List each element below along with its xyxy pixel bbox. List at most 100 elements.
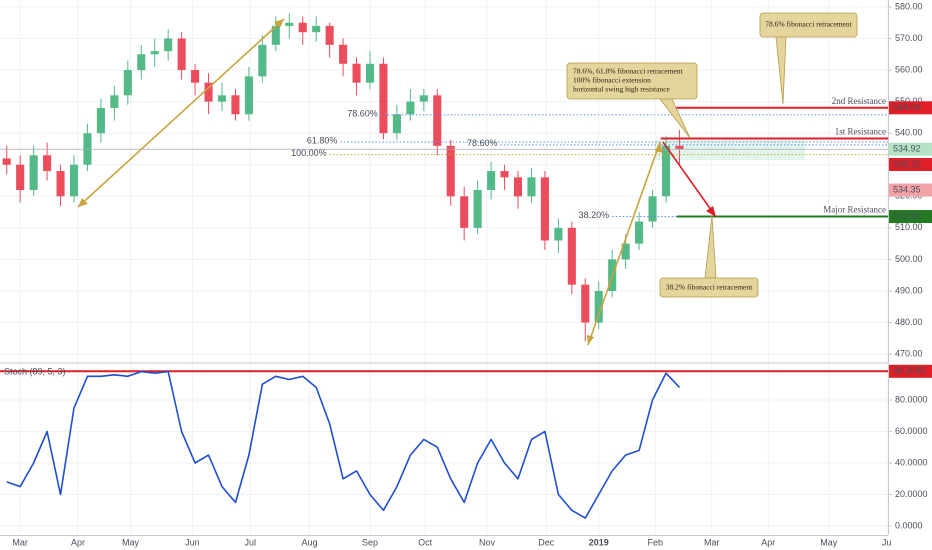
candle-body: [16, 164, 25, 190]
candle-body: [271, 25, 280, 45]
candle-body: [635, 221, 644, 244]
candle-body: [513, 177, 523, 197]
y-tick-label: 0.0000: [895, 520, 923, 530]
candle-body: [554, 227, 563, 241]
candle-body: [540, 177, 549, 241]
x-tick-label: 2019: [589, 537, 609, 547]
candle-body: [298, 22, 307, 33]
arrow: [587, 141, 661, 346]
x-tick-label: May: [122, 537, 140, 547]
price-tag-label: 513.59: [893, 211, 921, 221]
candle-body: [406, 101, 415, 115]
tags: 534.92 548.04 538.32 513.59 534.35 98.2005: [889, 101, 932, 378]
y-tick-label: 580.00: [895, 1, 923, 11]
candle-body: [567, 227, 576, 285]
price-tag-label: 538.32: [893, 159, 921, 169]
x-tick-label: Jun: [185, 537, 200, 547]
y-tick-label: 570.00: [895, 33, 923, 43]
price-tag: [889, 101, 932, 115]
candle-body: [433, 95, 442, 146]
candle-body: [446, 145, 455, 197]
callout-box: [759, 12, 858, 38]
x-tick-label: Ju: [882, 537, 892, 547]
callout-text: horizontal swing high resistance: [573, 85, 671, 94]
y-tick-label: 80.0000: [895, 394, 928, 404]
candle-body: [460, 196, 469, 228]
candle-body: [581, 284, 590, 323]
level-label: 100.00%: [291, 148, 327, 158]
level-label: 78.60%: [467, 138, 498, 148]
candle-body: [325, 25, 334, 45]
callout-text: 38.2% fibonacci retracement: [666, 283, 753, 292]
x-tick-label: Dec: [538, 537, 555, 547]
y-tick-label: 480.00: [895, 317, 923, 327]
y-tick-label: 490.00: [895, 285, 923, 295]
candle-body: [527, 177, 536, 197]
marks: 78.60% 61.80% 100.00% 78.60% 38.20% 2nd Resis…: [0, 13, 888, 519]
candle-body: [392, 114, 401, 134]
arrow-head: [78, 198, 88, 207]
level-name: 2nd Resistance: [832, 96, 886, 106]
arrow-head: [655, 142, 663, 153]
candle-body: [217, 95, 227, 102]
candle-body: [204, 82, 213, 102]
candle-body: [191, 70, 200, 83]
level-label: 38.20%: [579, 210, 610, 220]
price-tag: [889, 210, 932, 224]
level-name: 1st Resistance: [835, 127, 886, 137]
x-tick-label: Mar: [12, 537, 28, 547]
candle-body: [43, 155, 52, 172]
y-tick-label: 560.00: [895, 64, 923, 74]
level-label: 78.60%: [347, 108, 378, 118]
highlight-zone: [655, 140, 805, 160]
candle-body: [56, 171, 65, 197]
candle-body: [137, 54, 146, 71]
y-tick-label: 510.00: [895, 222, 923, 232]
y-tick-label: 20.0000: [895, 489, 928, 499]
price-tag-label: 534.92: [893, 144, 921, 154]
candle-body: [473, 189, 482, 228]
y-tick-label: 500.00: [895, 254, 923, 264]
candle-body: [487, 171, 496, 190]
y-tick-label: 550.00: [895, 96, 923, 106]
candle-body: [285, 22, 294, 26]
arrow: [77, 18, 285, 208]
x-tick-label: Aug: [301, 537, 317, 547]
arrow-head: [587, 335, 594, 345]
x-tick-label: Apr: [761, 537, 775, 547]
candle-body: [110, 95, 119, 108]
x-tick-label: Nov: [479, 537, 496, 547]
candle-body: [352, 63, 361, 83]
arrows: [77, 18, 716, 346]
candle-body: [150, 51, 159, 55]
x-tick-label: Sep: [362, 537, 378, 547]
candle-body: [96, 107, 105, 134]
candle-body: [339, 44, 348, 64]
x-tick-label: Oct: [418, 537, 433, 547]
candle-body: [123, 70, 132, 96]
x-tick-label: Mar: [704, 537, 720, 547]
candle-body: [2, 158, 11, 165]
price-tag: [889, 157, 932, 171]
arrow-head: [274, 19, 284, 28]
y-tick-label: 60.0000: [895, 426, 928, 436]
candle-body: [661, 145, 671, 197]
candle-body: [231, 95, 240, 115]
y-tick-label: 470.00: [895, 348, 923, 358]
callout-text: 100% fibonacci extension: [573, 76, 651, 85]
candle-body: [69, 164, 79, 197]
callout-box: [659, 277, 759, 298]
y-tick-label: 540.00: [895, 128, 923, 138]
level-label: 61.80%: [307, 135, 338, 145]
candle-body: [244, 76, 253, 115]
price-tag-label: 98.2005: [893, 366, 926, 376]
callouts: 78.6% fibonacci retracement 78.6%, 61.8%…: [566, 12, 858, 298]
x-tick-label: Apr: [71, 537, 85, 547]
candle-body: [500, 171, 509, 178]
callout-text: 78.6% fibonacci retracement: [765, 20, 852, 29]
price-tag-label: 534.35: [893, 184, 921, 194]
callout-box: [566, 62, 698, 100]
level-name: Major Resistance: [823, 205, 886, 215]
